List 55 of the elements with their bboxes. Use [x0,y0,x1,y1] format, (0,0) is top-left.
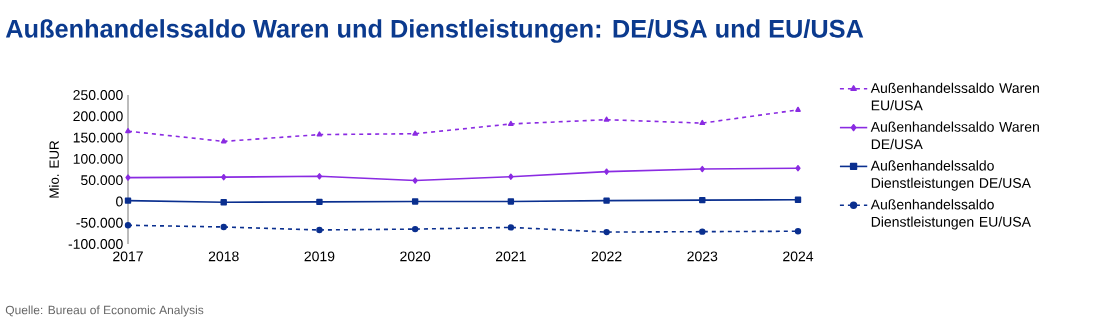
y-tick-label: 200.000 [73,111,123,122]
point [699,119,706,126]
point [603,197,610,204]
point [125,174,131,181]
point [316,226,323,234]
point [316,173,323,180]
point [603,168,610,175]
point [125,127,131,134]
x-tick-label: 2019 [304,251,335,262]
point [795,165,801,172]
legend-label: Außenhandelssaldo Waren EU/USA [870,82,1039,111]
source-note: Quelle: Bureau of Economic Analysis [5,305,204,317]
point [508,173,514,180]
point [220,223,227,231]
y-axis-title: Mio. EUR [49,140,59,198]
x-tick-label: 2017 [113,251,143,262]
point [507,198,515,205]
point [411,225,419,233]
point [603,116,610,122]
legend-label: Außenhandelssaldo Dienstleistungen DE/USA [870,160,1031,191]
point [794,228,802,235]
legend-label: Außenhandelssaldo Dienstleistungen EU/USA [870,199,1031,230]
x-tick-label: 2023 [687,251,718,262]
point [699,196,706,204]
x-tick-label: 2018 [208,251,239,262]
point [220,138,227,144]
point [699,165,705,173]
legend-label: Außenhandelssaldo Waren DE/USA [870,121,1039,150]
y-tick-label: 50.000 [81,175,123,186]
point [795,106,801,112]
point [221,173,227,181]
point [411,198,419,205]
point [124,197,132,204]
chart-title: Außenhandelssaldo Waren und Dienstleistungen: DE/USA und EU/USA [5,19,864,43]
x-tick-label: 2021 [496,251,526,262]
y-tick-label: -50.000 [76,217,123,228]
x-tick-label: 2022 [591,251,622,262]
point [794,196,802,203]
y-tick-label: 0 [116,196,123,207]
point [603,228,610,236]
point [507,224,515,231]
point [412,130,419,136]
x-tick-label: 2024 [783,251,814,262]
point [124,222,132,229]
y-tick-label: -100.000 [68,239,123,249]
y-tick-label: 250.000 [73,90,123,100]
point [699,228,706,235]
y-tick-label: 150.000 [73,132,123,143]
point [412,177,418,184]
y-tick-label: 100.000 [73,153,123,164]
point [316,198,323,206]
point [507,120,514,126]
x-tick-label: 2020 [400,251,431,262]
point [220,199,227,206]
point [316,131,323,137]
